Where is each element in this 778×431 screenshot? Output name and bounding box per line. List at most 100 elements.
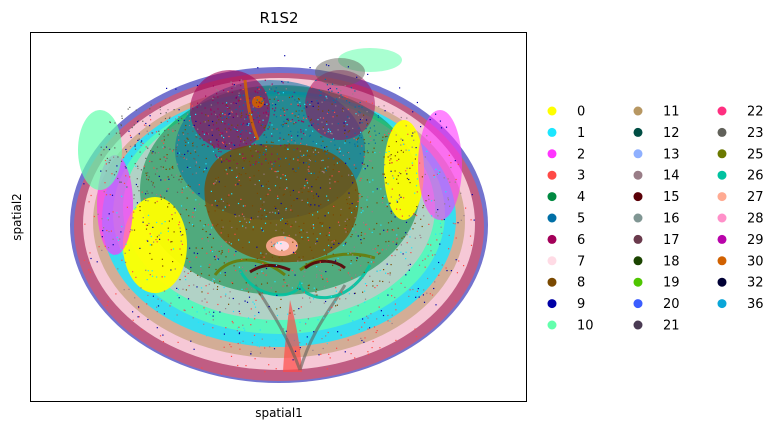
points-cluster-9	[83, 55, 475, 361]
fringe-top-grey	[315, 58, 365, 86]
legend-marker-11	[633, 106, 643, 116]
legend-marker-18	[633, 256, 643, 266]
loop-cluster-15	[249, 259, 346, 274]
layer-cluster-6	[190, 70, 270, 150]
legend-marker-28	[717, 213, 727, 223]
plot-frame	[30, 32, 527, 402]
plot-area	[30, 32, 527, 402]
points-cluster-8	[133, 96, 430, 314]
legend-label-2: 2	[577, 147, 585, 162]
legend-marker-12	[633, 127, 643, 137]
legend-label-13: 13	[663, 147, 680, 162]
region-cluster-0-right	[384, 120, 424, 220]
legend-label-1: 1	[577, 126, 585, 141]
legend-marker-36	[717, 299, 727, 309]
legend-label-4: 4	[577, 190, 585, 205]
legend-marker-19	[633, 277, 643, 287]
legend-label-23: 23	[747, 126, 764, 141]
legend-label-36: 36	[747, 297, 764, 312]
legend-marker-8	[547, 277, 557, 287]
legend-label-17: 17	[663, 233, 680, 248]
legend-entry-17: 17	[633, 233, 680, 248]
loop-cluster-26	[238, 264, 372, 300]
legend-label-29: 29	[747, 233, 764, 248]
legend-label-11: 11	[663, 105, 680, 120]
legend-entry-11: 11	[633, 105, 680, 120]
legend-marker-21	[633, 320, 643, 330]
legend-entry-6: 6	[547, 233, 585, 248]
legend-label-9: 9	[577, 297, 585, 312]
points-cluster-23	[100, 104, 199, 201]
legend-entry-18: 18	[633, 254, 680, 269]
legend-label-26: 26	[747, 169, 764, 184]
legend-entry-32: 32	[717, 276, 764, 291]
legend-label-15: 15	[663, 190, 680, 205]
legend-label-10: 10	[577, 319, 594, 334]
legend-entry-15: 15	[633, 190, 680, 205]
legend-entry-36: 36	[717, 297, 764, 312]
legend-marker-17	[633, 234, 643, 244]
legend-marker-7	[547, 256, 557, 266]
spot-cluster-7-center	[275, 241, 289, 251]
legend: 0123456789101112131415161718192021222325…	[547, 105, 764, 334]
midline-edges	[253, 284, 347, 371]
legend-label-19: 19	[663, 276, 680, 291]
legend-entry-20: 20	[633, 297, 680, 312]
points-cluster-3	[83, 86, 473, 375]
legend-label-20: 20	[663, 297, 680, 312]
chart-title: R1S2	[259, 9, 298, 27]
legend-entry-12: 12	[633, 126, 680, 141]
legend-entry-28: 28	[717, 212, 764, 227]
legend-marker-16	[633, 213, 643, 223]
legend-label-25: 25	[747, 147, 764, 162]
legend-marker-20	[633, 299, 643, 309]
legend-marker-10	[547, 320, 557, 330]
region-cluster-10-left	[78, 110, 122, 190]
legend-marker-30	[717, 256, 727, 266]
legend-marker-6	[547, 234, 557, 244]
legend-label-3: 3	[577, 169, 585, 184]
legend-entry-1: 1	[547, 126, 585, 141]
legend-entry-30: 30	[717, 254, 764, 269]
legend-marker-23	[717, 127, 727, 137]
legend-marker-14	[633, 170, 643, 180]
legend-entry-14: 14	[633, 169, 680, 184]
legend-entry-21: 21	[633, 319, 680, 334]
legend-label-6: 6	[577, 233, 585, 248]
legend-entry-16: 16	[633, 212, 680, 227]
legend-label-16: 16	[663, 212, 680, 227]
region-cluster-2-right	[418, 110, 462, 220]
legend-marker-3	[547, 170, 557, 180]
region-cluster-0-left	[123, 197, 187, 293]
legend-entry-5: 5	[547, 212, 585, 227]
legend-label-30: 30	[747, 254, 764, 269]
legend-label-28: 28	[747, 212, 764, 227]
legend-marker-22	[717, 106, 727, 116]
spot-cluster-30	[252, 96, 264, 108]
legend-marker-15	[633, 192, 643, 202]
legend-entry-29: 29	[717, 233, 764, 248]
legend-label-0: 0	[577, 105, 585, 120]
y-axis-label: spatial2	[10, 193, 24, 241]
legend-marker-27	[717, 192, 727, 202]
legend-marker-25	[717, 149, 727, 159]
legend-marker-13	[633, 149, 643, 159]
legend-label-14: 14	[663, 169, 680, 184]
legend-marker-5	[547, 213, 557, 223]
legend-entry-4: 4	[547, 190, 585, 205]
legend-label-8: 8	[577, 276, 585, 291]
legend-entry-22: 22	[717, 105, 764, 120]
legend-entry-10: 10	[547, 319, 594, 334]
legend-marker-1	[547, 127, 557, 137]
x-axis-label: spatial1	[255, 406, 303, 420]
legend-entry-27: 27	[717, 190, 764, 205]
legend-entry-13: 13	[633, 147, 680, 162]
legend-label-7: 7	[577, 254, 585, 269]
legend-marker-2	[547, 149, 557, 159]
legend-entry-26: 26	[717, 169, 764, 184]
legend-label-5: 5	[577, 212, 585, 227]
legend-entry-3: 3	[547, 169, 585, 184]
legend-entry-7: 7	[547, 254, 585, 269]
legend-label-21: 21	[663, 319, 680, 334]
legend-entry-23: 23	[717, 126, 764, 141]
